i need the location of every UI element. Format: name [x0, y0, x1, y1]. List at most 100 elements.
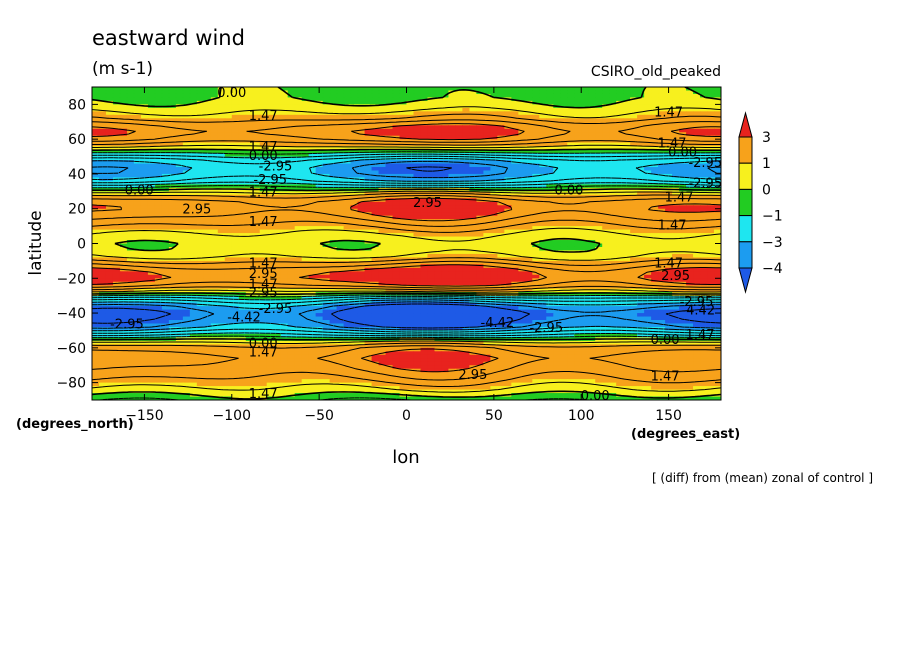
- field-cell: [203, 271, 212, 276]
- field-cell: [574, 132, 582, 137]
- field-cell: [301, 212, 310, 217]
- field-cell: [490, 267, 498, 272]
- field-cell: [581, 125, 589, 130]
- field-cell: [147, 226, 156, 231]
- field-cell: [476, 205, 484, 210]
- field-cell: [350, 271, 359, 276]
- field-cell: [672, 243, 680, 248]
- field-cell: [532, 177, 540, 182]
- field-cell: [679, 87, 687, 92]
- field-cell: [280, 87, 289, 92]
- field-cell: [672, 166, 680, 172]
- field-cell: [504, 104, 512, 109]
- field-cell: [196, 226, 205, 231]
- field-cell: [161, 128, 170, 133]
- field-cell: [140, 243, 149, 248]
- field-cell: [133, 107, 142, 112]
- field-cell: [308, 243, 317, 248]
- field-cell: [644, 97, 652, 102]
- field-cell: [210, 180, 219, 185]
- field-cell: [434, 201, 443, 206]
- field-cell: [637, 229, 645, 234]
- field-cell: [406, 135, 415, 140]
- field-cell: [245, 184, 254, 189]
- field-cell: [574, 121, 582, 126]
- field-cell: [427, 177, 436, 182]
- field-cell: [707, 111, 715, 116]
- field-cell: [133, 236, 142, 241]
- field-cell: [539, 90, 547, 95]
- field-cell: [308, 142, 317, 147]
- field-cell: [567, 170, 575, 175]
- field-cell: [658, 163, 666, 168]
- field-cell: [92, 250, 100, 255]
- field-cell: [644, 257, 652, 262]
- field-cell: [266, 93, 275, 99]
- field-cell: [182, 212, 191, 217]
- field-cell: [679, 139, 687, 144]
- field-cell: [595, 264, 603, 269]
- field-cell: [665, 118, 673, 123]
- field-cell: [525, 149, 533, 154]
- field-cell: [315, 142, 324, 147]
- field-cell: [266, 146, 275, 151]
- field-cell: [581, 267, 589, 272]
- field-cell: [336, 139, 345, 144]
- field-cell: [266, 201, 275, 206]
- field-cell: [546, 142, 554, 147]
- field-cell: [700, 132, 708, 137]
- field-cell: [434, 198, 443, 203]
- field-cell: [140, 267, 149, 272]
- field-cell: [112, 121, 121, 126]
- field-cell: [504, 173, 512, 179]
- field-cell: [112, 184, 121, 189]
- field-cell: [441, 246, 450, 252]
- field-cell: [623, 240, 631, 245]
- field-cell: [595, 267, 603, 272]
- field-cell: [378, 205, 387, 210]
- field-cell: [182, 205, 191, 210]
- field-cell: [644, 243, 652, 248]
- field-cell: [567, 111, 575, 116]
- field-cell: [595, 100, 603, 105]
- field-cell: [441, 100, 450, 105]
- field-cell: [273, 222, 282, 227]
- field-cell: [469, 173, 477, 179]
- field-cell: [224, 87, 233, 92]
- field-cell: [448, 212, 457, 217]
- field-cell: [518, 118, 526, 123]
- field-cell: [231, 100, 240, 105]
- field-cell: [126, 278, 135, 283]
- field-cell: [280, 243, 289, 248]
- field-cell: [336, 177, 345, 182]
- field-cell: [504, 246, 512, 252]
- field-cell: [595, 208, 603, 213]
- field-cell: [518, 87, 526, 92]
- field-cell: [322, 222, 331, 227]
- field-cell: [616, 205, 624, 210]
- field-cell: [518, 208, 526, 213]
- field-cell: [651, 153, 659, 158]
- field-cell: [252, 250, 261, 255]
- field-cell: [427, 87, 436, 92]
- field-cell: [385, 146, 394, 151]
- field-cell: [686, 229, 694, 234]
- field-cell: [147, 271, 156, 276]
- field-cell: [322, 205, 331, 210]
- field-cell: [434, 260, 443, 265]
- field-cell: [574, 243, 582, 248]
- field-cell: [714, 156, 721, 161]
- field-cell: [679, 274, 687, 279]
- field-cell: [371, 257, 380, 262]
- field-cell: [238, 191, 247, 196]
- field-cell: [196, 187, 205, 192]
- field-cell: [644, 160, 652, 165]
- field-cell: [595, 205, 603, 210]
- field-cell: [182, 170, 191, 175]
- field-cell: [644, 201, 652, 206]
- field-cell: [616, 93, 624, 99]
- field-cell: [651, 114, 659, 119]
- field-cell: [140, 128, 149, 133]
- field-cell: [182, 240, 191, 245]
- field-cell: [490, 233, 498, 238]
